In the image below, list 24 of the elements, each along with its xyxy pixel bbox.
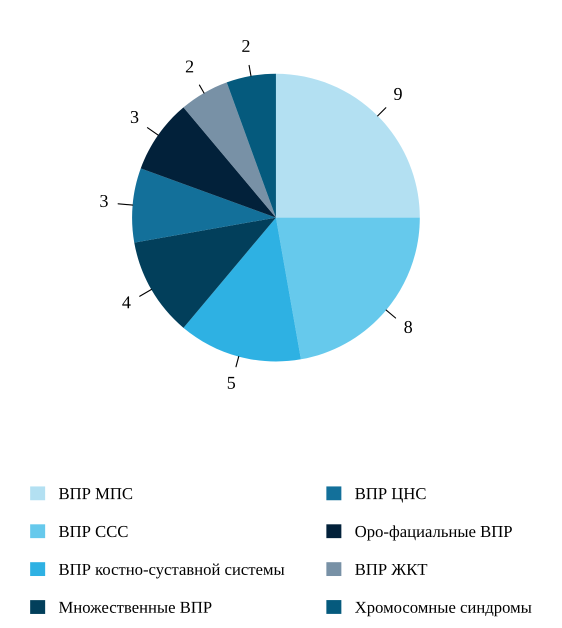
- pie-slice: [276, 218, 420, 360]
- data-label: 4: [122, 296, 131, 308]
- pie-slice: [134, 218, 276, 328]
- data-label: 8: [404, 320, 412, 334]
- data-label: 2: [186, 60, 194, 72]
- legend-label: ВПР ССС: [58, 526, 128, 538]
- legend-label: ВПР ЖКТ: [355, 564, 428, 575]
- pie-slice: [226, 74, 276, 218]
- legend-label: ВПР МПС: [58, 488, 132, 500]
- data-label: 3: [100, 194, 108, 208]
- legend-label: ВПР костно-суставной системы: [58, 563, 284, 578]
- data-label: 5: [228, 376, 236, 389]
- legend-label: Оро-фациальные ВПР: [355, 525, 512, 541]
- pie-slice: [132, 168, 276, 243]
- pie-slice: [183, 82, 276, 218]
- legend-label: Множественные ВПР: [58, 602, 212, 613]
- pie-slice: [276, 74, 420, 218]
- data-label: 3: [130, 110, 138, 124]
- legend-label: Хромосомные синдромы: [355, 602, 532, 616]
- data-label: 2: [242, 40, 250, 52]
- data-label: 9: [394, 88, 402, 100]
- pie-slice: [183, 218, 301, 362]
- pie-slice: [140, 107, 276, 218]
- legend-label: ВПР ЦНС: [355, 488, 426, 503]
